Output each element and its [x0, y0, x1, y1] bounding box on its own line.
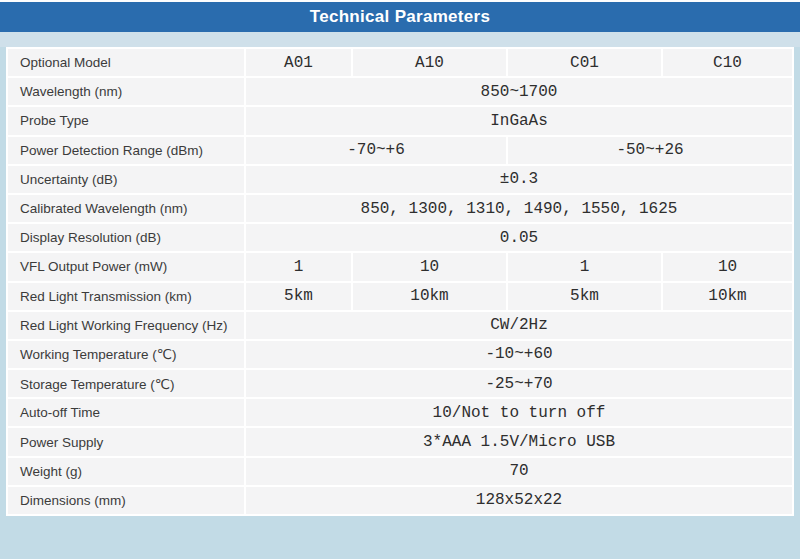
cell-value: 5km [508, 283, 661, 310]
cell-value: 70 [246, 458, 792, 485]
cell-value: 10km [663, 283, 792, 310]
cell-value: -25~+70 [246, 370, 792, 397]
bottom-strip [0, 516, 800, 559]
title-gap-strip [0, 32, 800, 47]
row-label: Power Detection Range (dBm) [8, 137, 244, 164]
row-label: Wavelength (nm) [8, 78, 244, 105]
cell-value: ±0.3 [246, 166, 792, 193]
spec-table-wrapper: Optional ModelA01A10C01C10 Wavelength (nm… [6, 47, 794, 516]
row-label: Working Temperature (℃) [8, 341, 244, 368]
cell-value: 10 [663, 253, 792, 280]
spec-table: Optional ModelA01A10C01C10 Wavelength (nm… [8, 49, 792, 514]
row-label: Auto-off Time [8, 399, 244, 426]
cell-value: -70~+6 [246, 137, 506, 164]
row-label: Weight (g) [8, 458, 244, 485]
row-label: Red Light Transmission (km) [8, 283, 244, 310]
cell-value: 3*AAA 1.5V/Micro USB [246, 428, 792, 455]
cell-value: -50~+26 [508, 137, 792, 164]
page-title: Technical Parameters [310, 7, 491, 27]
cell-value: A10 [353, 49, 506, 76]
cell-value: C10 [663, 49, 792, 76]
row-label: Dimensions (mm) [8, 487, 244, 514]
cell-value: C01 [508, 49, 661, 76]
row-label: Storage Temperature (℃) [8, 370, 244, 397]
row-label: Calibrated Wavelength (nm) [8, 195, 244, 222]
row-label: Probe Type [8, 107, 244, 134]
cell-value: 5km [246, 283, 351, 310]
row-label: Uncertainty (dB) [8, 166, 244, 193]
cell-value: 10 [353, 253, 506, 280]
cell-value: 1 [246, 253, 351, 280]
cell-value: CW/2Hz [246, 312, 792, 339]
cell-value: 850~1700 [246, 78, 792, 105]
row-label: Red Light Working Frequency (Hz) [8, 312, 244, 339]
cell-value: 850, 1300, 1310, 1490, 1550, 1625 [246, 195, 792, 222]
cell-value: 0.05 [246, 224, 792, 251]
row-label: Display Resolution (dB) [8, 224, 244, 251]
cell-value: 10/Not to turn off [246, 399, 792, 426]
row-label: VFL Output Power (mW) [8, 253, 244, 280]
title-bar: Technical Parameters [0, 2, 800, 32]
cell-value: 128x52x22 [246, 487, 792, 514]
cell-value: InGaAs [246, 107, 792, 134]
cell-value: A01 [246, 49, 351, 76]
row-label: Optional Model [8, 49, 244, 76]
cell-value: -10~+60 [246, 341, 792, 368]
cell-value: 1 [508, 253, 661, 280]
row-label: Power Supply [8, 428, 244, 455]
cell-value: 10km [353, 283, 506, 310]
